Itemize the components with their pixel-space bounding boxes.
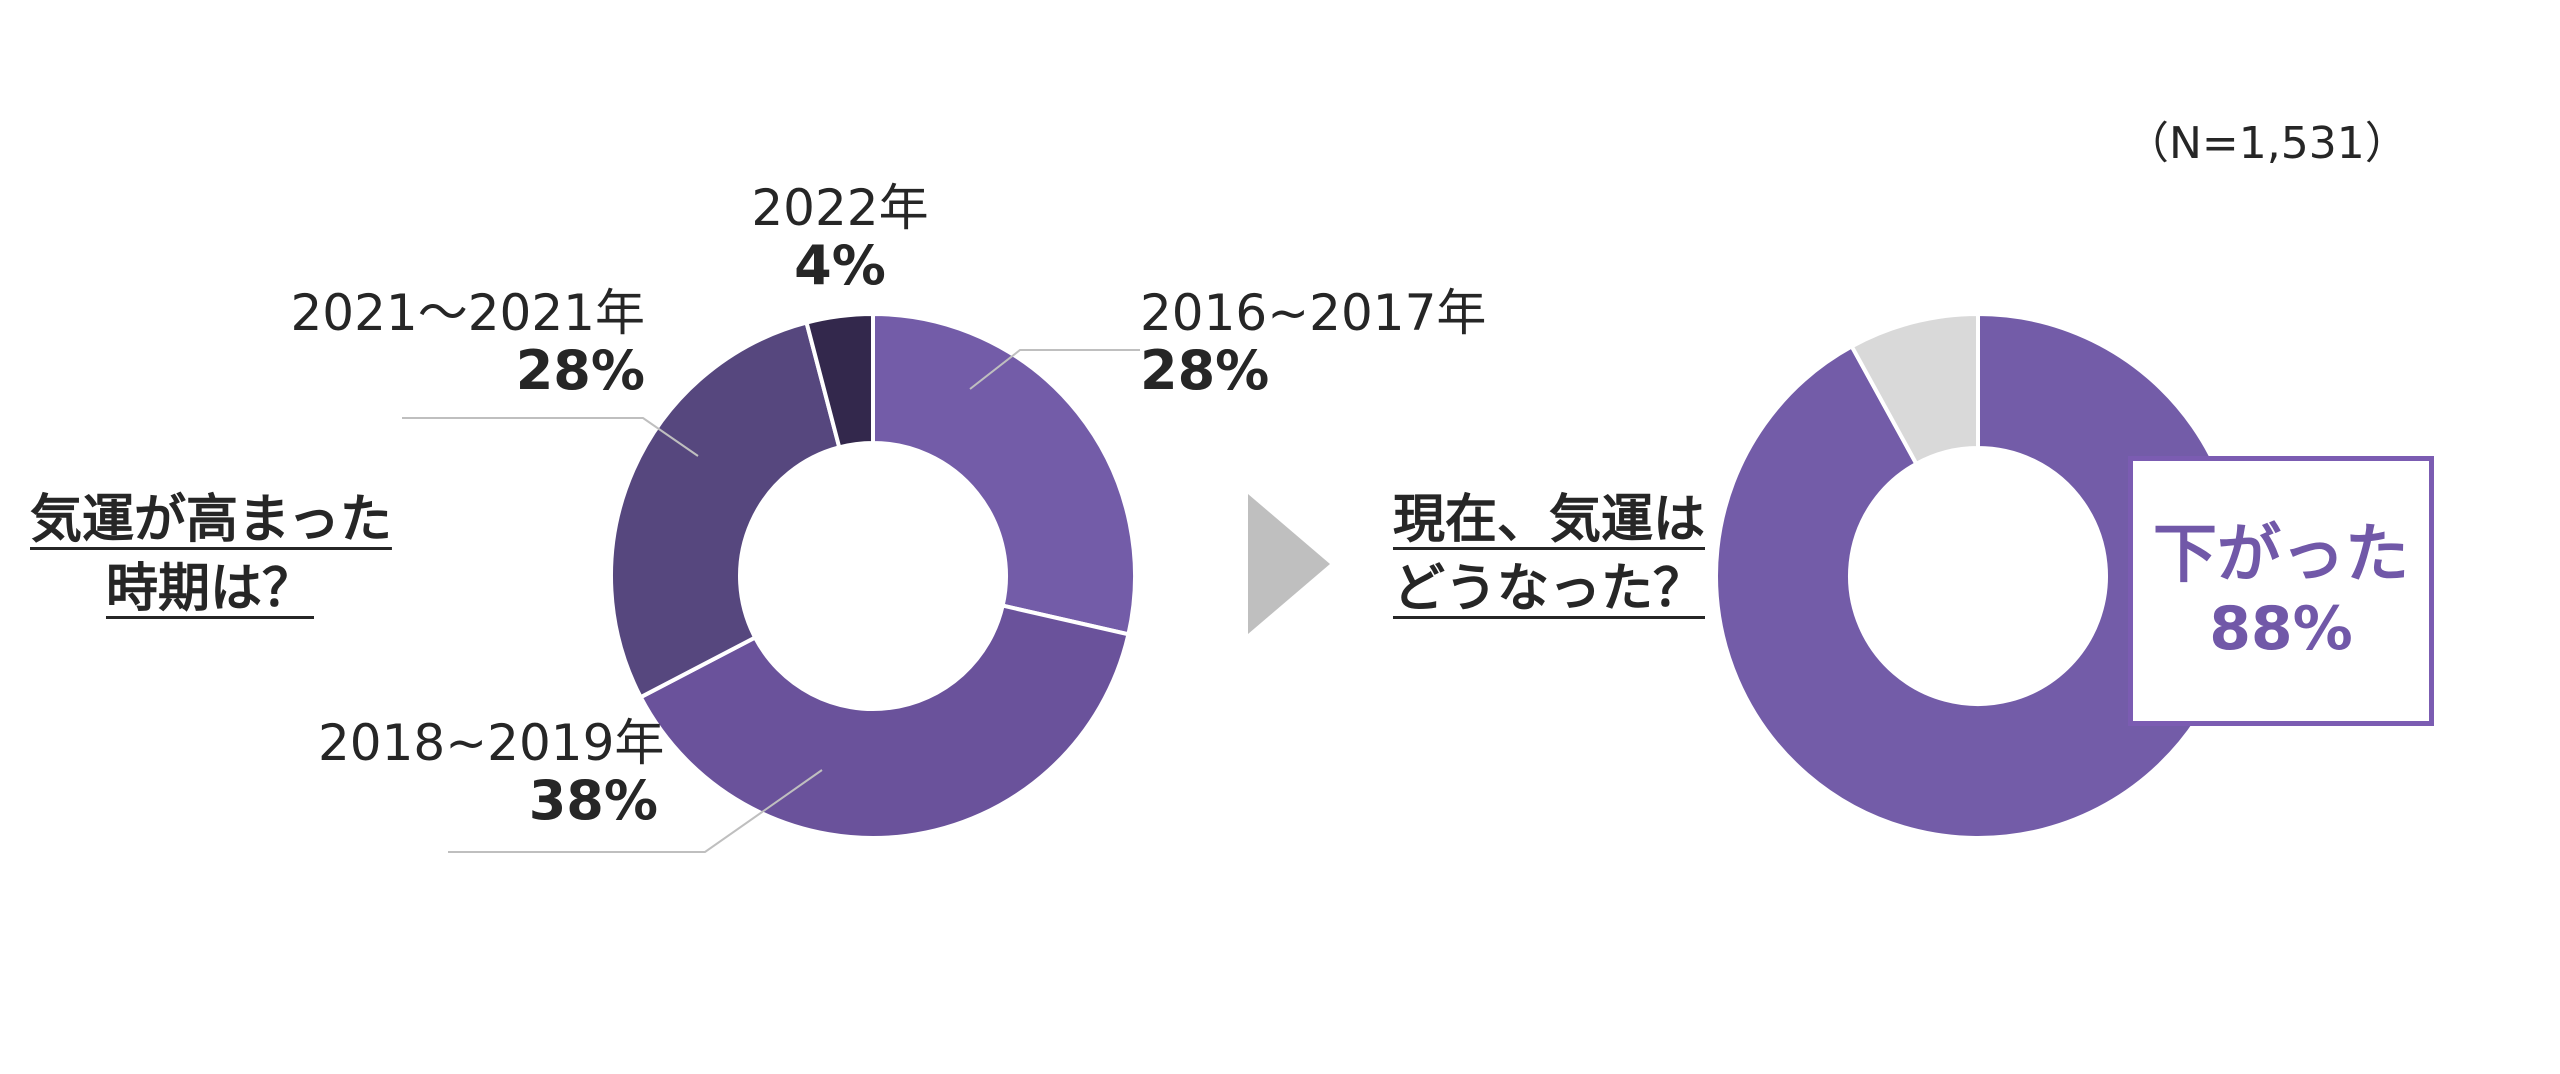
question-right-line-2: どうなった？	[1392, 558, 1705, 619]
slice-percent-label: 4%	[794, 234, 886, 297]
question-left-line-1: 気運が高まった	[30, 490, 392, 550]
donut-left-slice-3	[804, 311, 875, 450]
question-left: 気運が高まった 時期は？	[30, 486, 392, 623]
donut-left-slice-1	[638, 603, 1131, 840]
donut-chart-left	[609, 311, 1137, 840]
donut-left-slice-2	[609, 320, 842, 700]
sample-size-note: （N=1,531）	[2125, 118, 2409, 169]
slice-year-label: 2021～2021年	[290, 284, 646, 342]
question-right: 現在、気運は どうなった？	[1384, 486, 1714, 623]
donut-right-slice-1	[1849, 311, 1980, 467]
slice-percent-label: 28%	[515, 339, 645, 402]
slice-year-label: 2016~2017年	[1140, 284, 1487, 342]
slice-percent-label: 38%	[528, 769, 658, 832]
slice-label-2022: 2022年 4%	[740, 180, 940, 296]
question-left-line-2: 時期は？	[105, 558, 314, 619]
callout-value: 88%	[2209, 594, 2353, 665]
leader-lines	[402, 349, 1140, 853]
slice-year-label: 2018~2019年	[318, 714, 665, 772]
callout-label: 下がった	[2153, 517, 2409, 592]
leader-line-2	[402, 417, 699, 457]
question-right-line-1: 現在、気運は	[1392, 490, 1705, 550]
slice-year-label: 2022年	[751, 179, 929, 237]
leader-line-1	[448, 769, 823, 853]
leader-line-0	[969, 349, 1140, 390]
slice-label-2016-2017: 2016~2017年 28%	[1140, 285, 1486, 401]
slice-percent-label: 28%	[1140, 339, 1270, 402]
next-arrow-icon	[1248, 494, 1330, 634]
donut-left-slice-0	[871, 311, 1137, 637]
callout-box: 下がった 88%	[2128, 456, 2434, 726]
donut-chart-right	[1714, 311, 2242, 840]
slice-label-2018-2019: 2018~2019年 38%	[318, 714, 665, 832]
slice-label-2021: 2021～2021年 28%	[285, 284, 646, 402]
